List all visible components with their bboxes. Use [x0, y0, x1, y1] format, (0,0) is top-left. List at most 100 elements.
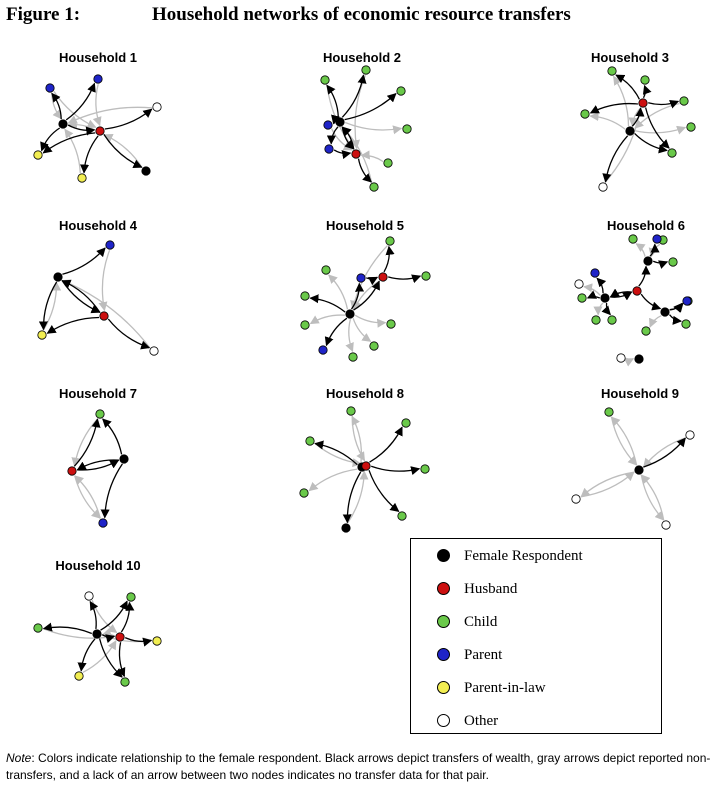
household-title: Household 6	[607, 218, 685, 233]
node-husband	[361, 461, 371, 471]
legend-label: Other	[464, 713, 499, 729]
node-other	[598, 182, 608, 192]
nontransfer-arrow	[583, 283, 601, 296]
note-text: : Colors indicate relationship to the fe…	[6, 751, 711, 782]
node-inlaw	[74, 671, 84, 681]
nontransfer-arrow	[314, 442, 362, 468]
node-child	[385, 236, 395, 246]
transfer-arrow	[368, 469, 400, 512]
node-child	[421, 271, 431, 281]
node-child	[628, 234, 638, 244]
node-respondent	[341, 523, 351, 533]
transfer-arrow	[640, 293, 662, 311]
legend-label: Parent-in-law	[464, 680, 546, 696]
nontransfer-arrow	[589, 111, 626, 130]
node-child	[679, 96, 689, 106]
node-inlaw	[77, 173, 87, 183]
node-child	[607, 66, 617, 76]
transfer-arrow	[589, 102, 638, 114]
household-title: Household 2	[323, 50, 401, 65]
node-parent	[590, 268, 600, 278]
nontransfer-arrow	[350, 245, 388, 310]
legend-swatch-parent	[437, 648, 450, 662]
legend-item-parent: Parent	[437, 645, 502, 665]
note-lead: Note	[6, 751, 32, 765]
nontransfer-arrow	[623, 357, 635, 367]
household-title: Household 3	[591, 50, 669, 65]
node-respondent	[600, 293, 610, 303]
transfer-arrow	[331, 114, 340, 125]
nontransfer-arrow	[67, 106, 152, 124]
nontransfer-arrow	[92, 84, 102, 127]
household-networks-diagram: Household 1 Household 2 Household 3 Househo…	[33, 50, 696, 687]
transfer-arrow	[638, 265, 651, 287]
node-husband	[115, 632, 125, 642]
node-child	[396, 86, 406, 96]
transfer-arrow	[596, 277, 607, 294]
transfer-arrow	[42, 132, 96, 154]
legend-label: Child	[464, 614, 498, 630]
node-child	[95, 409, 105, 419]
legend: Female Respondent Husband Child Parent P…	[410, 538, 662, 734]
node-respondent	[335, 117, 345, 127]
node-child	[420, 464, 430, 474]
node-other	[574, 279, 584, 289]
transfer-arrow	[124, 637, 153, 647]
node-child	[383, 158, 393, 168]
transfer-arrow	[40, 127, 61, 152]
node-respondent	[119, 454, 129, 464]
transfer-arrow	[309, 294, 346, 313]
household-title: Household 8	[326, 386, 404, 401]
node-child	[607, 315, 617, 325]
node-child	[577, 293, 587, 303]
transfer-arrow	[314, 440, 358, 466]
node-child	[591, 315, 601, 325]
nontransfer-arrow	[345, 319, 354, 353]
node-child	[604, 407, 614, 417]
transfer-arrow	[369, 426, 403, 463]
node-respondent	[345, 309, 355, 319]
node-parent	[105, 240, 115, 250]
node-other	[152, 102, 162, 112]
node-child	[346, 406, 356, 416]
transfer-arrow	[642, 84, 652, 99]
node-inlaw	[33, 150, 43, 160]
node-inlaw	[37, 330, 47, 340]
nontransfer-arrow	[61, 279, 151, 349]
node-respondent	[53, 272, 63, 282]
node-inlaw	[152, 636, 162, 646]
node-husband	[95, 126, 105, 136]
node-child	[386, 319, 396, 329]
legend-item-child: Child	[437, 612, 497, 632]
node-parent	[93, 74, 103, 84]
nontransfer-arrow	[51, 92, 62, 120]
transfer-arrow	[89, 600, 99, 629]
transfer-arrow	[107, 318, 151, 350]
node-respondent	[141, 166, 151, 176]
node-child	[681, 319, 691, 329]
node-child	[126, 592, 136, 602]
node-child	[321, 265, 331, 275]
node-respondent	[643, 256, 653, 266]
legend-item-respondent: Female Respondent	[437, 546, 583, 566]
nontransfer-arrow	[649, 315, 662, 328]
household-title: Household 1	[59, 50, 137, 65]
node-child	[320, 75, 330, 85]
household-title: Household 9	[601, 386, 679, 401]
nontransfer-arrow	[344, 121, 403, 135]
nontransfer-arrow	[351, 415, 366, 462]
transfer-arrow	[100, 600, 128, 631]
transfer-arrow	[648, 99, 680, 109]
transfer-arrow	[383, 245, 395, 273]
legend-item-inlaw: Parent-in-law	[437, 678, 546, 698]
transfer-arrow	[326, 84, 339, 118]
node-husband	[99, 311, 109, 321]
node-parent	[356, 273, 366, 283]
node-parent	[318, 345, 328, 355]
node-child	[401, 418, 411, 428]
transfer-arrow	[98, 638, 123, 678]
node-other	[616, 353, 626, 363]
transfer-arrow	[350, 282, 365, 310]
node-parent	[98, 518, 108, 528]
node-child	[361, 65, 371, 75]
